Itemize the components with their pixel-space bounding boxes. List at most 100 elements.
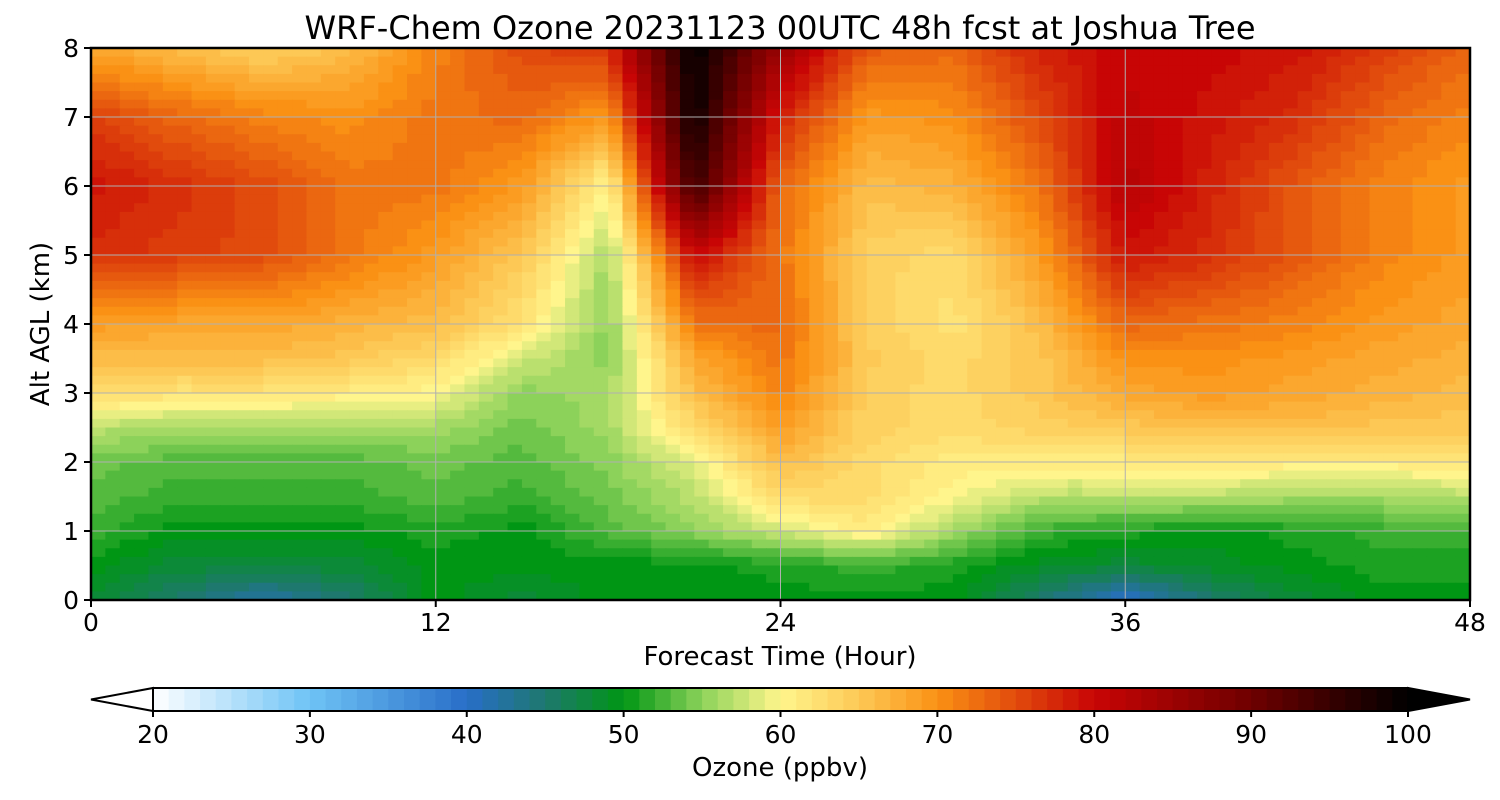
heatmap-cell [751, 401, 767, 411]
heatmap-cell [1383, 453, 1399, 463]
heatmap-cell [1024, 358, 1040, 368]
heatmap-cell [723, 91, 738, 101]
heatmap-cell [1455, 186, 1471, 196]
heatmap-cell [694, 427, 710, 437]
heatmap-cell [608, 280, 624, 291]
heatmap-cell [679, 367, 695, 377]
heatmap-cell [651, 315, 667, 325]
heatmap-cell [435, 117, 451, 127]
heatmap-cell [1082, 56, 1098, 66]
heatmap-cell [981, 479, 997, 489]
heatmap-cell [1268, 134, 1284, 144]
heatmap-cell [823, 367, 839, 377]
heatmap-cell [1455, 91, 1471, 101]
heatmap-cell [1182, 280, 1198, 291]
heatmap-cell [1053, 229, 1069, 239]
heatmap-cell [263, 255, 279, 265]
heatmap-cell [622, 73, 638, 84]
heatmap-cell [91, 151, 106, 161]
heatmap-cell [1125, 306, 1141, 316]
heatmap-cell [521, 444, 537, 454]
heatmap-cell [550, 401, 566, 411]
heatmap-cell [565, 393, 580, 403]
heatmap-cell [995, 462, 1011, 472]
heatmap-cell [723, 298, 738, 308]
heatmap-cell [766, 56, 782, 66]
heatmap-cell [938, 229, 954, 239]
heatmap-cell [679, 487, 695, 498]
heatmap-cell [665, 418, 681, 429]
heatmap-cell [1268, 237, 1284, 247]
heatmap-cell [766, 444, 782, 454]
heatmap-cell [177, 367, 193, 377]
heatmap-cell [335, 255, 351, 265]
heatmap-cell [1355, 177, 1371, 187]
heatmap-cell [134, 418, 150, 429]
heatmap-cell [737, 82, 753, 92]
heatmap-cell [1426, 367, 1442, 377]
heatmap-cell [119, 410, 135, 420]
heatmap-cell [521, 73, 537, 84]
heatmap-cell [550, 91, 566, 101]
heatmap-cell [1240, 168, 1256, 178]
heatmap-cell [521, 462, 537, 472]
heatmap-cell [1412, 255, 1428, 265]
heatmap-cell [881, 315, 897, 325]
heatmap-cell [1182, 108, 1198, 118]
heatmap-cell [1067, 470, 1083, 480]
heatmap-cell [1340, 65, 1356, 75]
heatmap-cell [148, 211, 164, 222]
heatmap-cell [852, 65, 868, 75]
heatmap-cell [1197, 280, 1213, 291]
heatmap-cell [306, 194, 322, 204]
heatmap-cell [1039, 393, 1055, 403]
heatmap-cell [407, 255, 422, 265]
heatmap-cell [1455, 56, 1471, 66]
heatmap-cell [995, 470, 1011, 480]
heatmap-cell [1412, 142, 1428, 153]
heatmap-cell [205, 73, 221, 84]
heatmap-cell [363, 186, 379, 196]
heatmap-cell [177, 151, 193, 161]
heatmap-cell [766, 91, 782, 101]
heatmap-cell [162, 418, 178, 429]
heatmap-cell [162, 375, 178, 385]
heatmap-cell [119, 298, 135, 308]
heatmap-cell [1311, 453, 1327, 463]
heatmap-cell [1096, 246, 1112, 256]
heatmap-cell [507, 203, 523, 213]
heatmap-cell [1297, 349, 1313, 360]
heatmap-cell [1197, 151, 1213, 161]
heatmap-cell [1067, 194, 1083, 204]
heatmap-cell [1197, 479, 1213, 489]
heatmap-cell [1297, 418, 1313, 429]
heatmap-cell [263, 151, 279, 161]
heatmap-cell [1441, 410, 1457, 420]
heatmap-cell [435, 453, 451, 463]
heatmap-cell [464, 255, 480, 265]
heatmap-cell [1168, 401, 1184, 411]
heatmap-cell [1168, 56, 1184, 66]
heatmap-cell [823, 393, 839, 403]
heatmap-cell [450, 168, 466, 178]
heatmap-cell [277, 462, 293, 472]
heatmap-cell [191, 211, 207, 222]
heatmap-cell [995, 255, 1011, 265]
heatmap-cell [751, 48, 767, 58]
heatmap-cell [205, 99, 221, 109]
heatmap-cell [1426, 444, 1442, 454]
heatmap-cell [608, 237, 624, 247]
heatmap-cell [392, 160, 408, 170]
heatmap-cell [766, 453, 782, 463]
heatmap-cell [981, 73, 997, 84]
heatmap-cell [852, 479, 868, 489]
heatmap-cell [1082, 91, 1098, 101]
heatmap-cell [708, 108, 724, 118]
heatmap-cell [737, 324, 753, 334]
heatmap-cell [809, 324, 825, 334]
heatmap-cell [363, 367, 379, 377]
heatmap-cell [521, 375, 537, 385]
heatmap-cell [1110, 462, 1126, 472]
heatmap-cell [866, 255, 882, 265]
heatmap-cell [723, 108, 738, 118]
